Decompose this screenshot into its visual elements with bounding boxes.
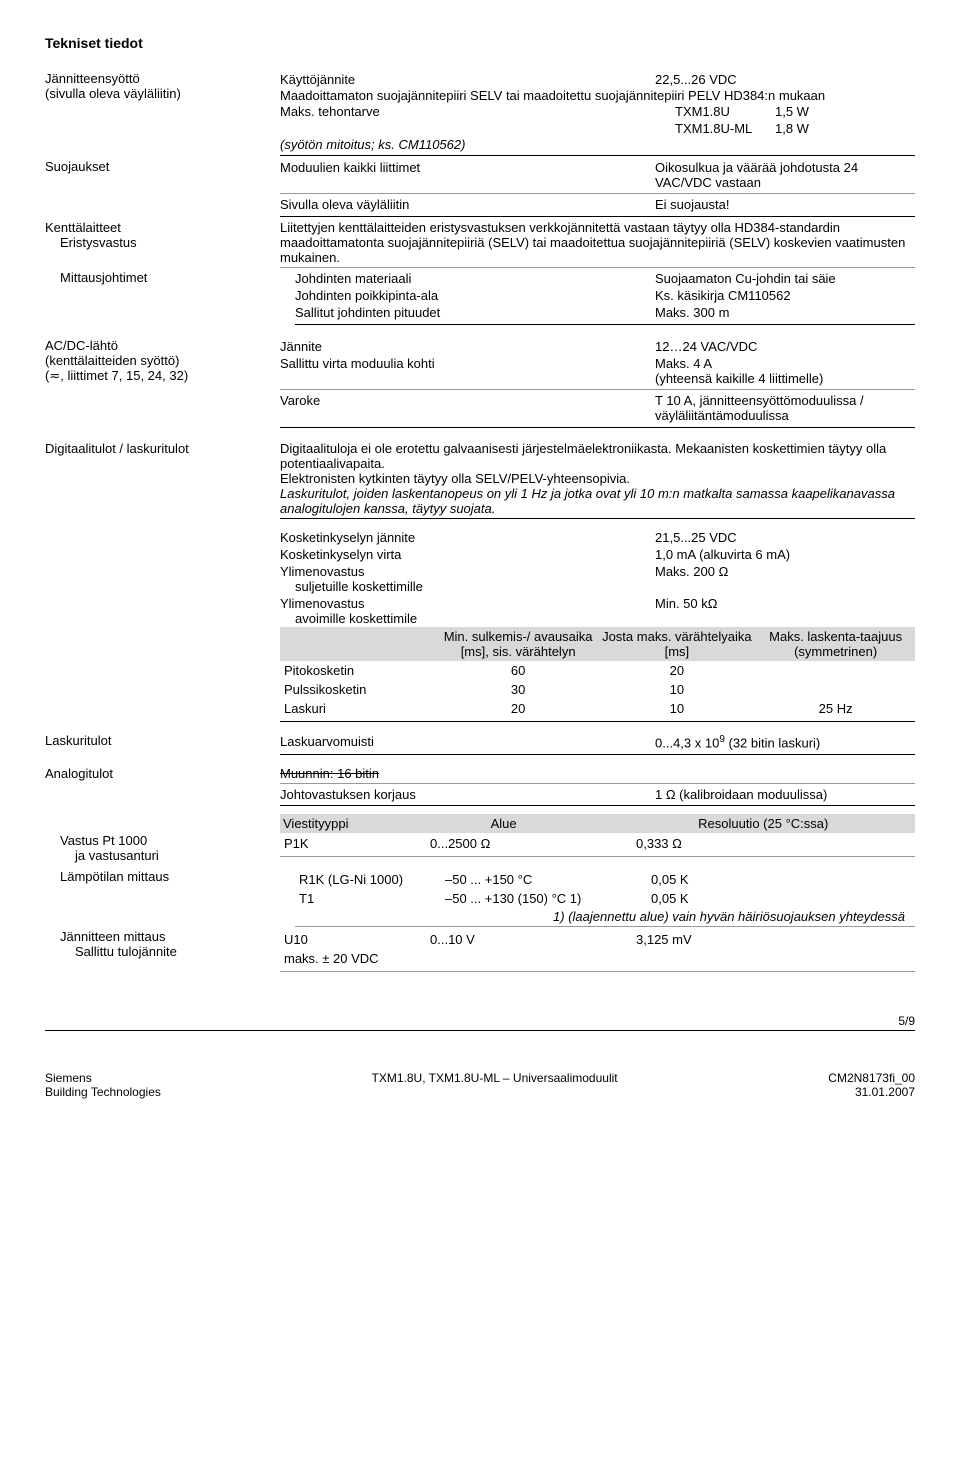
power-watt-1: 1,5 W: [775, 104, 915, 119]
analog-r1-label: Johtovastuksen korjaus: [280, 787, 655, 802]
digi-r3-value: Maks. 200 Ω: [655, 564, 915, 594]
analog-th3: Resoluutio (25 °C:ssa): [698, 816, 906, 831]
acdc-r1-label: Jännite: [280, 339, 655, 354]
footer-left-1: Siemens: [45, 1071, 161, 1085]
wire-r3-value: Maks. 300 m: [655, 305, 915, 320]
power-watt-2: 1,8 W: [775, 121, 915, 136]
analog-converter: Muunnin: 16 bitin: [280, 766, 915, 781]
acdc-r2-value: Maks. 4 A: [655, 356, 915, 371]
wire-r1-value: Suojaamaton Cu-johdin tai säie: [655, 271, 915, 286]
power-voltage-value: 22,5...26 VDC: [655, 72, 915, 87]
power-model-1: TXM1.8U: [675, 104, 775, 119]
footer-middle: TXM1.8U, TXM1.8U-ML – Universaalimoduuli…: [372, 1071, 618, 1099]
wire-r1-label: Johdinten materiaali: [295, 271, 655, 286]
label-pt1000-2: ja vastusanturi: [45, 848, 270, 863]
digi-r4-label2: avoimille koskettimile: [280, 611, 655, 626]
power-voltage-label: Käyttöjännite: [280, 72, 655, 87]
acdc-r3-label: Varoke: [280, 393, 655, 423]
footer-right-2: 31.01.2007: [828, 1085, 915, 1099]
analog-th2: Alue: [491, 816, 699, 831]
prot-r2-label: Sivulla oleva väyläliitin: [280, 197, 655, 212]
acdc-symbol-icon: ≂: [49, 368, 60, 383]
digi-body: Digitaalituloja ei ole erotettu galvaani…: [280, 441, 915, 486]
page-number: 5/9: [45, 1014, 915, 1028]
prot-r2-value: Ei suojausta!: [655, 197, 915, 212]
wire-r2-value: Ks. käsikirja CM110562: [655, 288, 915, 303]
label-analog: Analogitulot: [45, 766, 280, 833]
wire-r2-label: Johdinten poikkipinta-ala: [295, 288, 655, 303]
analog-header-row: Viestityyppi Alue Resoluutio (25 °C:ssa): [280, 814, 915, 833]
digi-r3-label: Ylimenovastus: [280, 564, 655, 579]
digi-r2-value: 1,0 mA (alkuvirta 6 mA): [655, 547, 915, 562]
counter-r1-label: Laskuarvomuisti: [280, 734, 655, 750]
wire-r3-label: Sallitut johdinten pituudet: [295, 305, 655, 320]
power-model-2: TXM1.8U-ML: [675, 121, 775, 136]
analog-r1-value: 1 Ω (kalibroidaan moduulissa): [655, 787, 915, 802]
digi-r4-value: Min. 50 kΩ: [655, 596, 915, 626]
label-acdc-2: (kenttälaitteiden syöttö): [45, 353, 270, 368]
timing-table: Min. sulkemis-/ avausaika [ms], sis. vär…: [280, 627, 915, 718]
acdc-r2-label: Sallittu virta moduulia kohti: [280, 356, 655, 386]
table-row: Pitokosketin 60 20: [280, 661, 915, 680]
label-power-1: Jännitteensyöttö: [45, 71, 270, 86]
label-counter: Laskuritulot: [45, 733, 280, 758]
power-selv-text: Maadoittamaton suojajännitepiiri SELV ta…: [280, 88, 915, 103]
label-acdc-3: (≂, liittimet 7, 15, 24, 32): [45, 368, 270, 384]
acdc-r2-value2: (yhteensä kaikille 4 liittimelle): [655, 371, 915, 386]
label-protection: Suojaukset: [45, 159, 280, 220]
field-body: Liitettyjen kenttälaitteiden eristysvast…: [280, 220, 915, 265]
prot-r1-value: Oikosulkua ja väärää johdotusta 24 VAC/V…: [655, 160, 915, 190]
timing-th1: Min. sulkemis-/ avausaika [ms], sis. vär…: [439, 627, 598, 661]
power-max-label: Maks. tehontarve: [280, 104, 675, 119]
digi-italic-note: Laskuritulot, joiden laskentanopeus on y…: [280, 486, 915, 516]
analog-th1: Viestityyppi: [283, 816, 491, 831]
label-pt1000-1: Vastus Pt 1000: [45, 833, 270, 848]
acdc-r3-value: T 10 A, jännitteensyöttömoduulissa / väy…: [655, 393, 915, 423]
digi-r1-value: 21,5...25 VDC: [655, 530, 915, 545]
heading: Tekniset tiedot: [45, 35, 915, 51]
footer-right-1: CM2N8173fi_00: [828, 1071, 915, 1085]
label-temp: Lämpötilan mittaus: [45, 869, 295, 929]
prot-r1-label: Moduulien kaikki liittimet: [280, 160, 655, 190]
temp-rows: R1K (LG-Ni 1000) –50 ... +150 °C 0,05 K …: [295, 869, 915, 909]
table-row: Laskuri 20 10 25 Hz: [280, 699, 915, 718]
digi-r1-label: Kosketinkyselyn jännite: [280, 530, 655, 545]
acdc-r1-value: 12…24 VAC/VDC: [655, 339, 915, 354]
digi-r2-label: Kosketinkyselyn virta: [280, 547, 655, 562]
label-field-2: Eristysvastus: [45, 235, 270, 250]
label-power-2: (sivulla oleva väyläliitin): [45, 86, 270, 101]
label-volt-2: Sallittu tulojännite: [45, 944, 270, 959]
label-volt-1: Jännitteen mittaus: [45, 929, 270, 944]
counter-r1-value: 0...4,3 x 109 (32 bitin laskuri): [655, 734, 915, 750]
temp-note: 1) (laajennettu alue) vain hyvän häiriös…: [295, 909, 915, 924]
volt-rows: U10 0...10 V 3,125 mV maks. ± 20 VDC: [280, 929, 915, 969]
power-sizing-note: (syötön mitoitus; ks. CM110562): [280, 137, 915, 152]
label-digi: Digitaalitulot / laskuritulot: [45, 441, 280, 521]
footer-left-2: Building Technologies: [45, 1085, 161, 1099]
label-acdc-1: AC/DC-lähtö: [45, 338, 270, 353]
timing-th3: Maks. laskenta-taajuus (symmetrinen): [756, 627, 915, 661]
table-row: Pulssikosketin 30 10: [280, 680, 915, 699]
label-field-1: Kenttälaitteet: [45, 220, 270, 235]
timing-th2: Josta maks. värähtelyaika [ms]: [598, 627, 757, 661]
digi-r3-label2: suljetuille koskettimille: [280, 579, 655, 594]
digi-r4-label: Ylimenovastus: [280, 596, 655, 611]
pt1000-row: P1K 0...2500 Ω 0,333 Ω: [280, 833, 915, 854]
label-wires: Mittausjohtimet: [45, 270, 295, 328]
